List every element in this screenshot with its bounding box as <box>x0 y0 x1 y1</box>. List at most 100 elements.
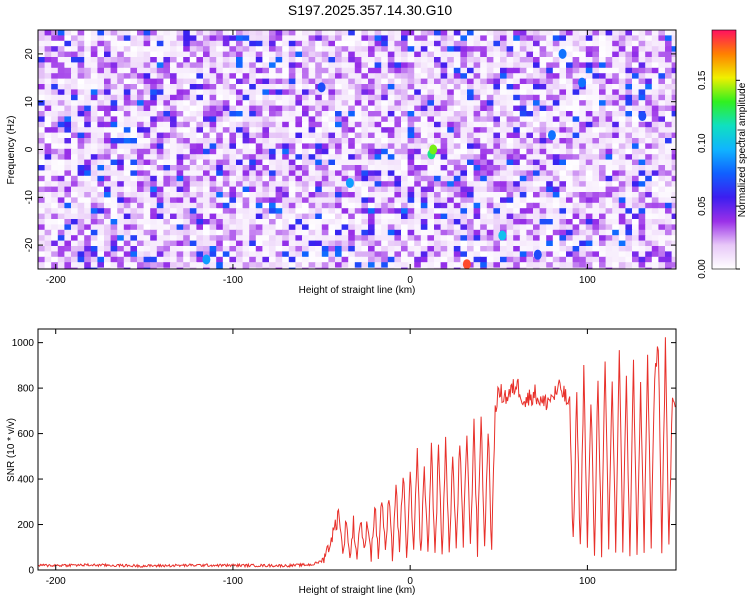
spectrogram-cell <box>117 94 125 101</box>
spectrogram-cell <box>183 35 191 42</box>
spectrogram-cell <box>381 111 389 117</box>
spectrogram-cell <box>282 46 290 53</box>
spectrogram-cell <box>414 111 422 117</box>
spectrogram-cell <box>354 127 362 134</box>
spectrogram-cell <box>282 165 290 171</box>
spectrogram-cell <box>354 197 362 204</box>
spectrogram-cell <box>203 67 211 74</box>
spectrogram-cell <box>236 267 244 269</box>
spectrogram-cell <box>308 235 316 242</box>
spectrogram-cell <box>255 202 263 209</box>
spectrogram-cell <box>552 262 560 269</box>
spectrogram-cell <box>579 30 587 36</box>
spectrogram-cell <box>427 51 435 58</box>
spectrogram-cell <box>249 256 257 263</box>
spectrogram-cell <box>381 229 389 236</box>
spectrogram-cell <box>638 57 646 63</box>
spectrogram-cell <box>104 267 112 269</box>
spectrogram-cell <box>143 94 151 101</box>
spectrogram-cell <box>236 132 244 139</box>
spectrogram-cell <box>216 208 224 215</box>
spectrogram-cell <box>64 219 72 225</box>
spectrogram-cell <box>335 213 343 220</box>
spectrogram-cell <box>585 62 593 69</box>
spectrogram-cell <box>163 240 171 247</box>
spectrogram-cell <box>229 224 237 231</box>
spectrogram-cell <box>321 148 329 155</box>
spectrogram-cell <box>321 246 329 252</box>
spectrogram-cell <box>97 251 105 258</box>
spectrogram-cell <box>57 73 65 80</box>
spectrogram-cell <box>407 192 415 198</box>
spectrogram-cell <box>236 148 244 155</box>
spectrogram-cell <box>387 78 395 85</box>
spectrogram-cell <box>110 121 118 128</box>
spectrogram-cell <box>552 51 560 58</box>
spectrogram-cell <box>658 213 666 220</box>
spectrogram-cell <box>427 127 435 134</box>
spectrogram-cell <box>275 132 283 139</box>
spectrogram-cell <box>77 208 85 215</box>
spectrogram-cell <box>407 251 415 258</box>
spectrogram-cell <box>467 35 475 42</box>
spectrogram-cell <box>579 73 587 80</box>
spectrogram-cell <box>170 57 178 63</box>
spectrogram-cell <box>625 181 633 188</box>
spectrogram-cell <box>401 30 409 36</box>
spectrogram-cell <box>130 35 138 42</box>
spectrogram-cell <box>321 143 329 150</box>
spectrogram-cell <box>368 202 376 209</box>
spectrogram-cell <box>315 121 323 128</box>
spectrogram-cell <box>183 219 191 225</box>
spectrogram-cell <box>222 246 230 252</box>
spectrogram-cell <box>302 181 310 188</box>
spectrogram-cell <box>407 57 415 63</box>
spectrogram-cell <box>249 229 257 236</box>
spectrogram-cell <box>137 159 145 166</box>
spectrogram-cell <box>255 159 263 166</box>
spectrogram-cell <box>44 57 52 63</box>
spectrogram-cell <box>486 116 494 123</box>
spectrogram-cell <box>308 267 316 269</box>
spectrogram-cell <box>51 127 59 134</box>
spectrogram-cell <box>288 100 296 107</box>
spectrogram-cell <box>110 132 118 139</box>
spectrogram-cell <box>57 240 65 247</box>
spectrogram-hotspot <box>547 130 556 141</box>
spectrogram-cell <box>420 94 428 101</box>
spectrogram-cell <box>599 105 607 112</box>
spectrogram-cell <box>123 251 131 258</box>
spectrogram-cell <box>328 100 336 107</box>
spectrogram-cell <box>44 62 52 69</box>
spectrogram-cell <box>566 116 574 123</box>
spectrogram-cell <box>645 143 653 150</box>
spectrogram-cell <box>625 73 633 80</box>
spectrogram-cell <box>269 240 277 247</box>
spectrogram-cell <box>236 46 244 53</box>
spectrogram-cell <box>216 186 224 193</box>
spectrogram-cell <box>44 67 52 74</box>
spectrogram-cell <box>407 111 415 117</box>
spectrogram-cell <box>559 40 567 47</box>
spectrogram-cell <box>546 235 554 242</box>
spectrogram-cell <box>189 35 197 42</box>
spectrogram-cell <box>170 159 178 166</box>
spectrogram-cell <box>295 127 303 134</box>
spectrogram-cell <box>163 67 171 74</box>
spectrogram-cell <box>671 105 676 112</box>
spectrogram-cell <box>44 100 52 107</box>
spectrogram-cell <box>354 235 362 242</box>
spectrogram-cell <box>381 121 389 128</box>
spectrogram-cell <box>394 202 402 209</box>
spectrogram-cell <box>592 251 600 258</box>
spectrogram-cell <box>51 30 59 36</box>
spectrogram-cell <box>374 30 382 36</box>
spectrogram-cell <box>506 219 514 225</box>
spectrogram-cell <box>566 46 574 53</box>
spectrogram-cell <box>288 35 296 42</box>
spectrogram-cell <box>38 267 46 269</box>
spectrogram-cell <box>117 213 125 220</box>
spectrogram-cell <box>427 170 435 177</box>
spectrogram-cell <box>387 246 395 252</box>
